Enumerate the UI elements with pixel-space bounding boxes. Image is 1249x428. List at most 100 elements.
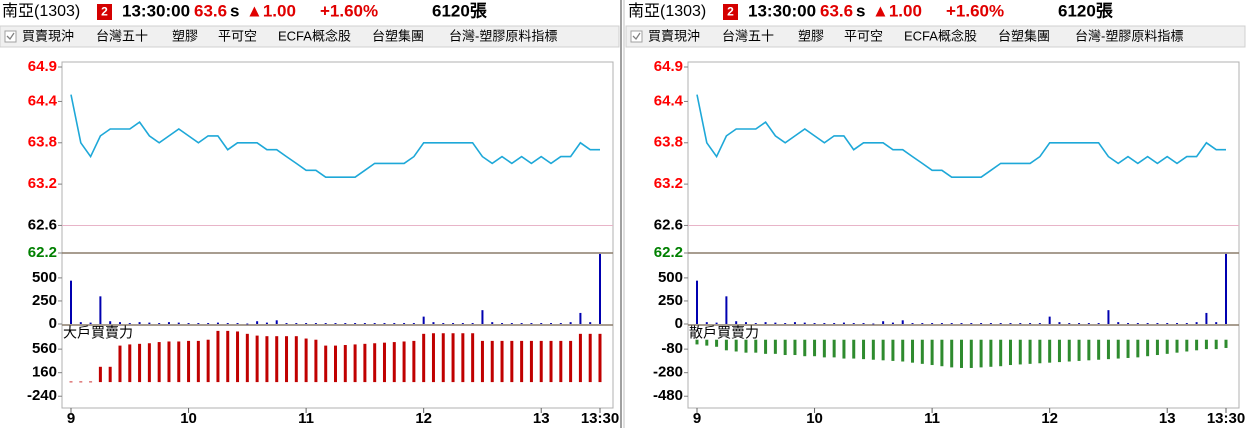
volume-bar xyxy=(589,322,592,324)
tab-checkbox[interactable] xyxy=(4,30,17,43)
y-tick-label: 62.2 xyxy=(654,244,683,261)
tab[interactable]: 台灣-塑膠原料指標 xyxy=(1075,28,1183,43)
volume-bar xyxy=(246,323,249,325)
power-bar xyxy=(412,340,416,383)
x-tick-label: 10 xyxy=(806,410,823,427)
power-bar xyxy=(1008,339,1012,366)
tab[interactable]: 塑膠 xyxy=(798,28,824,43)
power-bar xyxy=(842,339,846,359)
power-bar xyxy=(1057,339,1061,363)
volume-bar xyxy=(471,323,474,324)
price-suffix: s xyxy=(230,1,239,20)
y-tick-label: 64.4 xyxy=(654,92,684,109)
volume-bar xyxy=(158,323,161,324)
tab[interactable]: 台塑集團 xyxy=(998,28,1050,43)
power-bar xyxy=(304,338,308,383)
power-bar xyxy=(167,341,171,383)
tab[interactable]: 台灣五十 xyxy=(96,28,148,43)
power-bar xyxy=(294,336,298,383)
tab[interactable]: 台灣-塑膠原料指標 xyxy=(449,28,557,43)
y-tick-label: 0 xyxy=(675,315,683,332)
volume-bar xyxy=(882,321,885,324)
price: 63.6 xyxy=(820,1,853,20)
power-bar xyxy=(559,340,563,383)
tab[interactable]: 平可空 xyxy=(844,28,883,43)
volume-bar xyxy=(989,323,992,324)
volume-bar xyxy=(1038,323,1041,324)
volume-bar xyxy=(1087,323,1090,324)
volume-bar xyxy=(599,253,601,324)
power-bar xyxy=(441,333,445,383)
power-bar xyxy=(569,340,573,383)
power-bar xyxy=(128,344,132,383)
tab-checkbox[interactable] xyxy=(630,30,643,43)
power-bar xyxy=(920,339,924,364)
price-line xyxy=(70,94,600,178)
volume-bar xyxy=(256,321,259,324)
volume-bar xyxy=(921,323,924,324)
volume-bar xyxy=(774,322,777,324)
volume-bar xyxy=(940,323,943,324)
power-bar xyxy=(187,340,191,383)
power-bar xyxy=(147,343,151,383)
y-tick-label: 250 xyxy=(658,292,683,309)
power-bar xyxy=(373,343,377,383)
plot-frame xyxy=(687,61,1240,409)
power-bar xyxy=(764,339,768,354)
volume-bar xyxy=(432,322,435,324)
tab-bar xyxy=(0,25,620,48)
power-bar xyxy=(206,339,210,383)
tab[interactable]: 塑膠 xyxy=(172,28,198,43)
volume-bar xyxy=(481,310,484,324)
volume-bar xyxy=(1136,323,1139,324)
power-bar xyxy=(1018,339,1022,365)
power-bar xyxy=(1136,339,1140,358)
volume-bar xyxy=(931,323,934,324)
volume-bar xyxy=(1195,322,1198,324)
power-bar xyxy=(353,344,357,383)
volume-bar xyxy=(559,323,562,324)
volume-bar xyxy=(236,323,239,324)
volume-bar xyxy=(207,323,210,324)
volume-bar xyxy=(109,321,112,324)
volume-bar xyxy=(314,323,317,324)
change: ▲1.00 xyxy=(872,1,922,20)
badge-box xyxy=(97,4,112,20)
volume-bar xyxy=(1215,322,1218,324)
volume-bar xyxy=(128,323,131,324)
volume-bar xyxy=(1029,323,1032,324)
power-bar xyxy=(529,340,533,383)
power-bar xyxy=(862,339,866,360)
volume-bar xyxy=(725,296,728,324)
volume-bar xyxy=(764,322,767,324)
tab[interactable]: 平可空 xyxy=(218,28,257,43)
power-bar xyxy=(79,381,83,383)
tab[interactable]: ECFA概念股 xyxy=(904,28,977,43)
y-tick-label: 63.8 xyxy=(654,134,683,151)
tab[interactable]: 買賣現沖 xyxy=(22,28,74,43)
volume-bar xyxy=(901,320,904,324)
power-bar xyxy=(334,345,337,383)
tab[interactable]: 買賣現沖 xyxy=(648,28,700,43)
x-tick-label: 11 xyxy=(924,410,940,427)
volume-bar xyxy=(1019,323,1022,324)
volume-bar xyxy=(872,323,875,325)
power-bar xyxy=(490,340,494,383)
y-tick-label: -280 xyxy=(653,364,683,381)
volume-bar xyxy=(354,323,357,324)
tab[interactable]: ECFA概念股 xyxy=(278,28,351,43)
power-bar xyxy=(265,336,269,383)
tab[interactable]: 台灣五十 xyxy=(722,28,774,43)
volume-bar xyxy=(1166,323,1169,324)
volume-bar xyxy=(1048,316,1051,324)
volume-bar xyxy=(363,323,366,324)
volume-bar xyxy=(118,322,121,324)
tab[interactable]: 台塑集團 xyxy=(372,28,424,43)
power-bar xyxy=(832,339,836,358)
volume-bar xyxy=(177,322,180,324)
volume-bar xyxy=(833,323,836,324)
x-tick-label: 11 xyxy=(298,410,314,427)
volume-bar xyxy=(803,322,806,324)
volume-bar xyxy=(452,323,455,324)
y-tick-label: 62.2 xyxy=(28,244,57,261)
